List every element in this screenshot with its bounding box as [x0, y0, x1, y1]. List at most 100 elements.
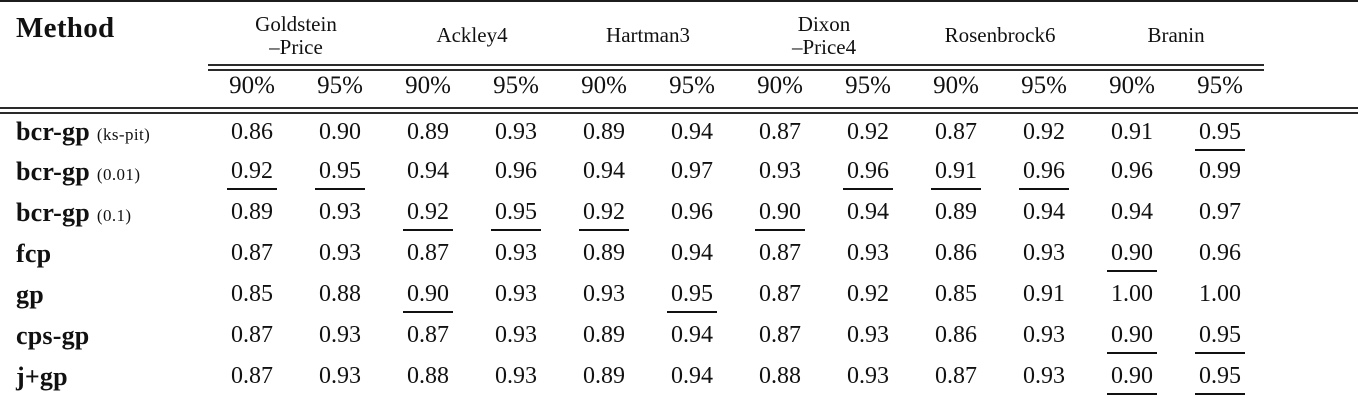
value-cell: 0.87 [208, 356, 296, 397]
value: 0.93 [847, 322, 890, 348]
benchmark-header-rosenbrock6: Rosenbrock6 [912, 1, 1089, 71]
quantile-header: 95% [296, 67, 385, 114]
method-label-cell: gp [0, 274, 208, 315]
value-cell: 0.96 [1176, 233, 1264, 274]
quantile-header: 90% [560, 67, 649, 114]
value: 0.86 [935, 322, 978, 348]
benchmark-name-line: Dixon [797, 11, 851, 36]
value: 0.89 [583, 118, 626, 145]
table-header: Method Goldstein –Price Ackley4 Hartman3 Dix… [0, 1, 1358, 114]
method-label-cell: j+gp [0, 356, 208, 397]
value: 0.87 [231, 240, 273, 266]
value-cell: 0.92 [208, 151, 296, 192]
benchmark-name-line: Hartman3 [606, 23, 691, 48]
value-cell: 0.99 [1176, 151, 1264, 192]
value: 0.93 [495, 240, 538, 266]
value-cell: 0.90 [1088, 356, 1176, 397]
benchmark-name-line: –Price4 [791, 35, 857, 60]
value-cell: 0.91 [912, 151, 1000, 192]
value: 0.87 [231, 322, 273, 348]
value-cell: 0.97 [648, 151, 736, 192]
value: 0.89 [407, 118, 450, 145]
value-cell: 0.90 [1088, 233, 1176, 274]
value-cell: 0.93 [1000, 356, 1088, 397]
value: 0.94 [671, 363, 714, 389]
value: 0.94 [1023, 199, 1066, 225]
method-name: cps-gp [16, 320, 90, 350]
method-variant: (ks-pit) [96, 125, 151, 145]
method-label-cell: bcr-gp (0.01) [0, 151, 208, 192]
value-cell: 0.87 [384, 315, 472, 356]
value-cell: 0.87 [208, 233, 296, 274]
value: 0.93 [495, 281, 538, 307]
value-underlined: 0.90 [403, 281, 454, 313]
value: 0.93 [1023, 240, 1066, 266]
value-cell: 0.93 [824, 356, 912, 397]
value-cell: 0.90 [1088, 315, 1176, 356]
value-cell: 0.86 [208, 110, 296, 151]
value-cell: 0.95 [1176, 356, 1264, 397]
method-name: fcp [16, 238, 52, 268]
value-cell: 0.88 [296, 274, 384, 315]
table-row: gp 0.85 0.88 0.90 0.93 0.93 0.95 0.87 0.92 0.85 0.… [0, 274, 1358, 315]
benchmark-header-goldstein-price: Goldstein –Price [208, 1, 385, 71]
value: 0.87 [759, 322, 802, 348]
value-cell: 0.93 [472, 233, 560, 274]
value: 0.91 [1111, 118, 1154, 145]
value-cell: 0.89 [560, 110, 648, 151]
value-cell: 0.93 [296, 192, 384, 233]
value-underlined: 0.92 [579, 199, 630, 231]
value-cell: 0.87 [912, 356, 1000, 397]
quantile-header: 90% [208, 67, 296, 114]
value-underlined: 0.95 [667, 281, 718, 313]
value: 0.94 [671, 240, 714, 266]
value: 0.92 [1023, 118, 1066, 145]
value-cell: 0.92 [824, 274, 912, 315]
table-row: cps-gp 0.87 0.93 0.87 0.93 0.89 0.94 0.87 0.93 0.… [0, 315, 1358, 356]
header-spacer [1264, 1, 1358, 114]
value: 0.89 [231, 199, 273, 225]
value-cell: 0.89 [208, 192, 296, 233]
value-cell: 0.87 [736, 274, 824, 315]
value-cell: 0.93 [824, 315, 912, 356]
method-variant: (0.01) [96, 164, 141, 184]
value: 0.85 [231, 281, 273, 307]
value-cell: 0.94 [648, 356, 736, 397]
value-cell: 0.92 [824, 110, 912, 151]
value: 0.88 [759, 363, 802, 389]
value-cell: 0.89 [560, 233, 648, 274]
value: 0.94 [407, 158, 450, 184]
value-cell: 0.94 [560, 151, 648, 192]
row-spacer [1264, 356, 1358, 397]
value: 0.93 [847, 240, 890, 266]
value-cell: 0.89 [912, 192, 1000, 233]
value: 0.87 [935, 118, 978, 145]
value-cell: 0.87 [208, 315, 296, 356]
value: 0.96 [671, 199, 714, 225]
quantile-header: 95% [648, 67, 737, 114]
quantile-header-row: 90% 95% 90% 95% 90% 95% 90% 95% 90% 95% 90% 95% [0, 67, 1358, 114]
value-cell: 0.94 [824, 192, 912, 233]
quantile-header: 95% [1176, 67, 1265, 114]
value-cell: 0.95 [296, 151, 384, 192]
value-cell: 0.94 [648, 110, 736, 151]
value-cell: 0.96 [824, 151, 912, 192]
value-underlined: 0.95 [491, 199, 542, 231]
value-cell: 0.94 [1088, 192, 1176, 233]
value: 0.97 [1199, 199, 1242, 225]
value-cell: 0.95 [648, 274, 736, 315]
table-row: bcr-gp (0.01) 0.92 0.95 0.94 0.96 0.94 0.97 0.93… [0, 151, 1358, 192]
value: 1.00 [1199, 281, 1242, 307]
value-cell: 0.94 [648, 233, 736, 274]
value: 0.87 [759, 118, 802, 145]
value-cell: 0.92 [384, 192, 472, 233]
method-name: gp [16, 279, 44, 309]
value-cell: 1.00 [1176, 274, 1264, 315]
value-underlined: 0.95 [1195, 119, 1246, 151]
value: 0.87 [231, 363, 273, 389]
value: 0.97 [671, 158, 714, 184]
method-name: bcr-gp [16, 197, 90, 227]
value: 0.96 [1111, 158, 1154, 184]
